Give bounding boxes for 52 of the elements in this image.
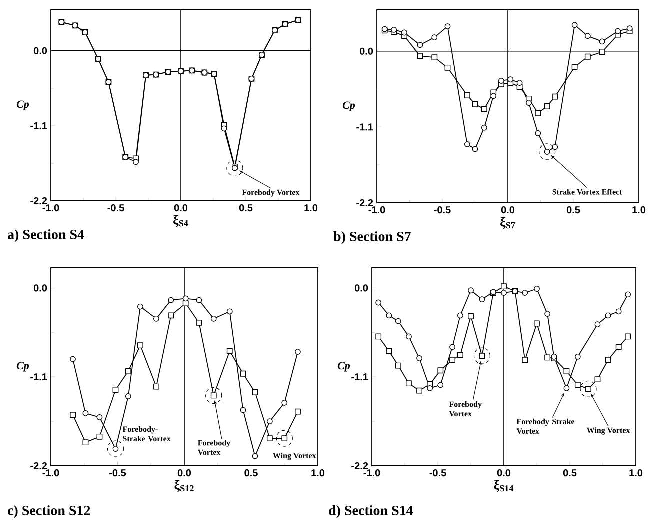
annotation: Forebody Vortex — [242, 190, 300, 197]
x-tick-label: -0.5 — [110, 470, 126, 477]
x-axis-title: ξ$_{S7}$ — [500, 217, 516, 230]
y-tick-label: -2.2 — [352, 462, 368, 470]
x-tick-label: -0.5 — [108, 204, 124, 212]
x-tick-label: -0.5 — [430, 470, 446, 477]
x-axis-title: ξ$_{S12}$ — [174, 480, 194, 492]
x-tick-label: -1.0 — [42, 204, 60, 212]
y-tick-label: -2.2 — [30, 462, 48, 470]
annotation: Forebody Strake Vortex — [516, 418, 575, 434]
annotation: Forebody-Strake Vortex — [122, 426, 171, 442]
x-tick-label: 0.5 — [239, 204, 253, 212]
x-tick-label: 0.0 — [178, 470, 192, 477]
y-tick-label: 0.0 — [354, 284, 368, 292]
y-tick-label: 0.0 — [34, 47, 48, 54]
y-tick-label: -1.1 — [30, 374, 48, 381]
annotation: Wing Vortex — [586, 428, 630, 435]
text: c) Section S12 — [8, 506, 90, 518]
x-tick-label: -1.0 — [364, 470, 380, 477]
y-tick-label: -2.2 — [30, 198, 48, 204]
annotation: Wing Vortex — [273, 452, 316, 460]
text: d) Section S14 — [329, 506, 414, 518]
y-tick-label: 0.0 — [34, 284, 48, 292]
annotation: Strake Vortex Effect — [552, 189, 622, 195]
y-axis-title: Cp — [342, 102, 356, 112]
text: a) Section S4 — [8, 230, 84, 242]
x-tick-label: 0.0 — [501, 206, 515, 214]
y-tick-label: -1.1 — [30, 122, 48, 130]
y-axis-title: Cp — [16, 100, 30, 110]
x-tick-label: 1.0 — [630, 470, 643, 477]
x-tick-label: -0.5 — [434, 206, 451, 214]
x-axis-title: ξ$_{S4}$ — [174, 215, 188, 228]
x-tick-label: 0.0 — [174, 204, 188, 212]
x-tick-label: 0.5 — [563, 470, 577, 477]
x-tick-label: 1.0 — [304, 204, 318, 212]
y-axis-title: Cp — [16, 362, 30, 372]
y-tick-label: -2.2 — [356, 200, 374, 206]
x-tick-label: 0.5 — [244, 470, 258, 477]
x-tick-label: -1.0 — [368, 206, 386, 214]
y-tick-label: 0.0 — [360, 48, 374, 55]
x-tick-label: 1.0 — [312, 470, 325, 477]
y-axis-title: Cp — [338, 362, 350, 372]
y-tick-label: -1.1 — [352, 374, 368, 381]
x-tick-label: -1.0 — [42, 470, 60, 477]
x-axis-title: ξ$_{S14}$ — [494, 480, 514, 492]
x-tick-label: 0.5 — [566, 206, 580, 214]
x-tick-label: 0.0 — [497, 470, 511, 477]
x-tick-label: 1.0 — [632, 206, 646, 214]
y-tick-label: -1.1 — [356, 124, 374, 131]
text: b) Section S7 — [334, 232, 411, 244]
annotation: Forebody Vortex — [198, 440, 231, 456]
annotation: Forebody Vortex — [449, 402, 482, 417]
